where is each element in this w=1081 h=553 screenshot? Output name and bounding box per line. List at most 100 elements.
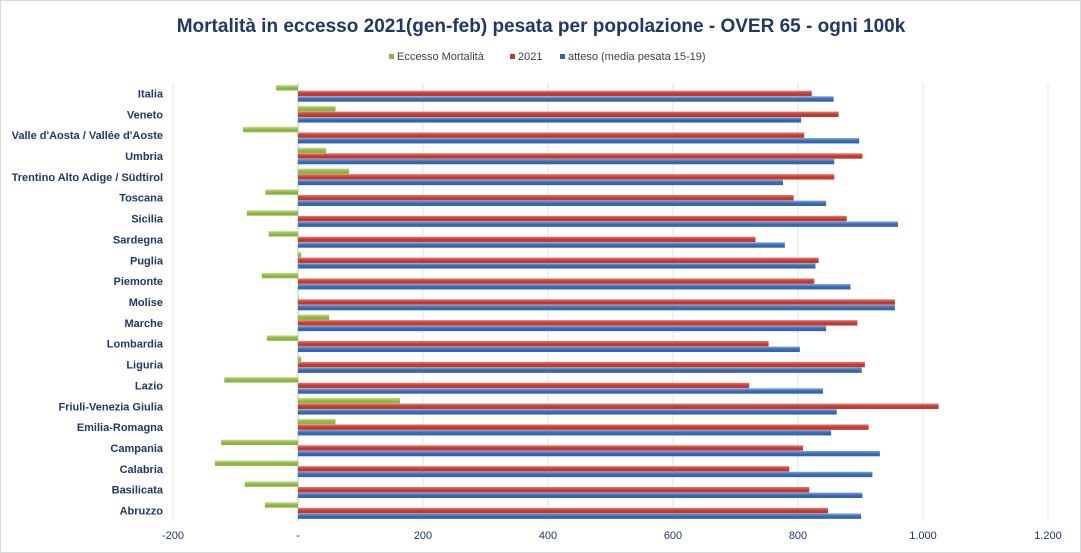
x-tick-label: - <box>296 530 300 542</box>
bar <box>298 263 816 269</box>
bar <box>298 138 860 144</box>
category-label: Trentino Alto Adige / Südtirol <box>12 172 163 184</box>
category-label: Basilicata <box>112 485 164 497</box>
category-label: Toscana <box>119 193 164 205</box>
bar <box>298 257 819 263</box>
x-tick-label: 200 <box>414 530 432 542</box>
x-tick-label: 600 <box>664 530 682 542</box>
bar <box>298 284 851 290</box>
category-label: Abruzzo <box>120 506 164 518</box>
bar <box>298 314 330 320</box>
bar <box>298 492 863 499</box>
bar <box>298 304 895 311</box>
bar <box>298 403 939 409</box>
bar <box>298 236 756 243</box>
bar <box>298 278 815 284</box>
bar <box>246 210 298 216</box>
bar <box>298 132 805 138</box>
category-label: Italia <box>138 88 164 100</box>
bar <box>298 158 835 165</box>
bar <box>298 424 869 430</box>
bar <box>214 460 298 466</box>
category-label: Umbria <box>125 151 164 163</box>
category-label: Lazio <box>135 380 163 392</box>
bar <box>298 90 812 97</box>
category-label: Campania <box>110 443 163 455</box>
legend-label: atteso (media pesata 15-19) <box>568 51 706 63</box>
bar <box>261 272 298 279</box>
bar <box>298 418 336 425</box>
bar <box>298 356 302 362</box>
category-label: Puglia <box>130 255 164 267</box>
bar <box>298 111 839 117</box>
bar <box>298 251 302 258</box>
bar <box>298 471 873 478</box>
bar <box>266 335 298 341</box>
legend-label: 2021 <box>518 51 542 63</box>
bar <box>244 481 298 487</box>
bar <box>298 466 790 472</box>
category-label: Valle d'Aosta / Vallée d'Aoste <box>12 130 163 142</box>
bar <box>224 377 298 383</box>
bar <box>298 445 803 451</box>
bars <box>214 85 939 519</box>
bar <box>298 507 828 514</box>
bar <box>298 179 783 186</box>
bar <box>298 117 802 123</box>
x-tick-label: 800 <box>789 530 807 542</box>
category-label: Piemonte <box>113 276 163 288</box>
bar <box>298 325 827 332</box>
bar <box>298 299 895 305</box>
bar <box>265 189 298 195</box>
bar <box>276 85 298 91</box>
category-label: Emilia-Romagna <box>77 422 164 434</box>
bar <box>298 96 834 102</box>
category-label: Lombardia <box>107 339 164 351</box>
category-label: Molise <box>129 297 163 309</box>
x-tick-label: 1.200 <box>1034 530 1062 542</box>
legend-label: Eccesso Mortalità <box>397 51 485 63</box>
x-tick-label: 400 <box>539 530 557 542</box>
bar <box>298 346 800 353</box>
bar <box>298 293 299 300</box>
category-label: Friuli-Venezia Giulia <box>58 401 163 413</box>
bar <box>298 382 750 389</box>
bar <box>243 126 298 133</box>
bar <box>221 439 298 446</box>
category-label: Liguria <box>126 360 164 372</box>
category-label: Calabria <box>120 464 164 476</box>
legend-swatch <box>389 54 394 59</box>
chart-title: Mortalità in eccesso 2021(gen-feb) pesat… <box>177 16 906 37</box>
bar <box>298 367 862 373</box>
bar <box>298 397 400 404</box>
legend: Eccesso Mortalità 2021 atteso (media pesat… <box>389 51 706 63</box>
bar <box>298 215 847 222</box>
bar <box>298 200 827 207</box>
bar <box>298 147 327 154</box>
bar <box>298 361 865 368</box>
x-axis-tick-labels: -200-200 400 600 800 1.000 1.200 <box>162 530 1062 542</box>
bar <box>298 153 863 159</box>
legend-swatch <box>510 54 515 59</box>
x-tick-label: -200 <box>162 530 184 542</box>
bar <box>298 320 858 326</box>
bar <box>298 221 898 227</box>
bar <box>298 487 810 493</box>
category-label: Veneto <box>127 109 163 121</box>
bar <box>298 450 880 457</box>
bar <box>298 513 862 519</box>
bar <box>298 168 350 174</box>
bar <box>298 174 835 180</box>
bar <box>298 388 823 394</box>
category-label: Marche <box>124 318 163 330</box>
bar <box>268 231 298 237</box>
bar <box>298 430 832 436</box>
x-tick-label: 1.000 <box>909 530 937 542</box>
bar <box>298 105 336 112</box>
legend-swatch <box>560 54 565 59</box>
category-label: Sardegna <box>113 234 164 246</box>
bar <box>298 195 794 201</box>
bar <box>298 409 837 415</box>
